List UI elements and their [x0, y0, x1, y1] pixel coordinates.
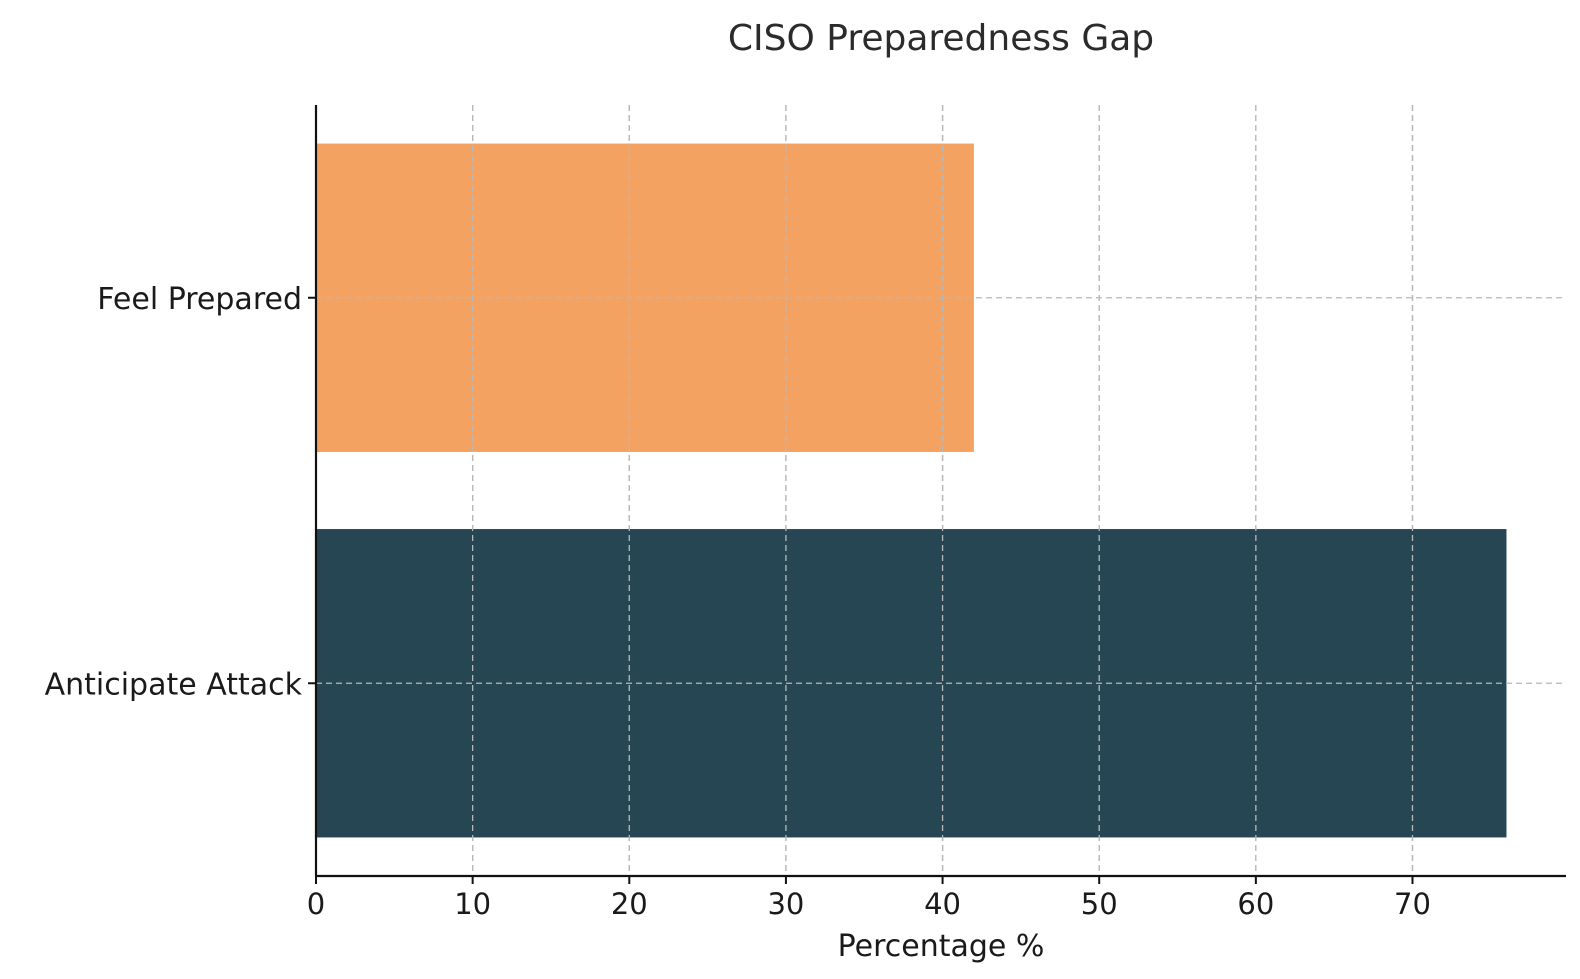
x-tick-label: 60: [1237, 887, 1274, 921]
bar-layer: [316, 143, 1507, 838]
category-grid-layer: [316, 105, 1566, 876]
x-axis-label: Percentage %: [838, 929, 1045, 964]
x-tick-label: 40: [924, 887, 961, 921]
x-tick-label: 70: [1394, 887, 1431, 921]
x-tick-label: 20: [611, 887, 648, 921]
chart-title: CISO Preparedness Gap: [728, 18, 1154, 59]
x-tick-labels: 0 10 20 30 40 50 60 70: [307, 887, 1431, 921]
category-label: Feel Prepared: [97, 282, 302, 317]
axis-layer: [308, 105, 1566, 884]
x-tick-label: 30: [767, 887, 804, 921]
category-label: Anticipate Attack: [45, 667, 303, 702]
x-tick-label: 50: [1081, 887, 1118, 921]
y-tick-labels: Anticipate Attack Feel Prepared: [45, 282, 303, 703]
bar-feel-prepared: [316, 143, 974, 452]
x-tick-label: 0: [307, 887, 325, 921]
x-tick-label: 10: [454, 887, 491, 921]
